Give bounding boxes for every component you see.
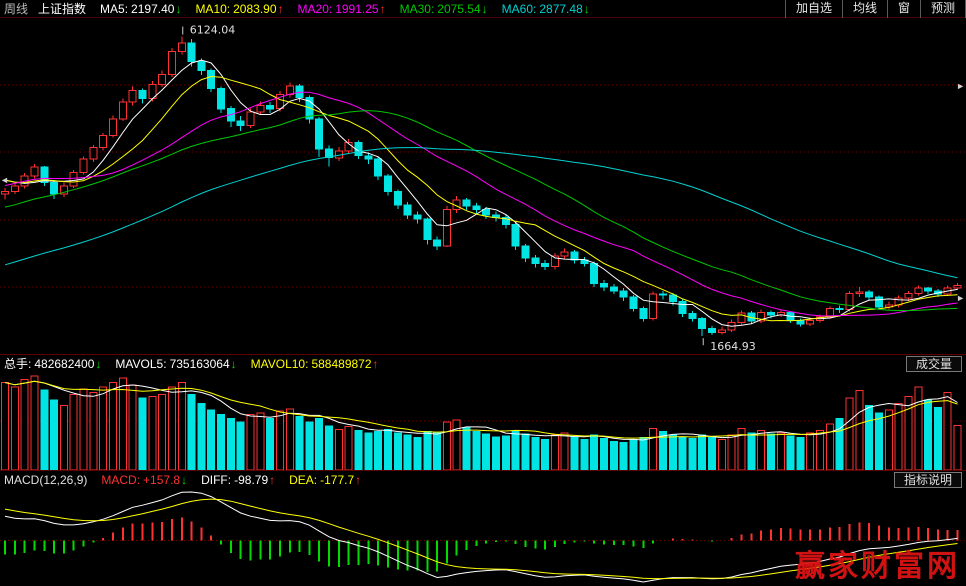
- volume-readout-2: MAVOL10: 588489872↑: [250, 357, 379, 371]
- ma-readout-3: MA30: 2075.54↓: [399, 1, 488, 16]
- add-to-watchlist-button[interactable]: 加自选: [784, 0, 842, 18]
- scroll-right-arrow-upper[interactable]: ►: [956, 81, 965, 91]
- macd-title: MACD(12,26,9): [4, 472, 88, 487]
- ma-readout-4: MA60: 2877.48↓: [501, 1, 590, 16]
- scroll-left-arrow[interactable]: ◄: [0, 175, 9, 185]
- period-label[interactable]: 周线: [4, 2, 29, 16]
- macd-chart[interactable]: [0, 488, 966, 586]
- main-price-chart[interactable]: 6124.04 1664.93: [0, 18, 966, 354]
- peak-annotation: 6124.04: [190, 24, 236, 37]
- macd-readouts: MACD: +157.8↓ DIFF: -98.79↑ DEA: -177.7↑: [101, 473, 375, 487]
- window-button[interactable]: 窗: [886, 0, 920, 18]
- volume-panel-label[interactable]: 成交量: [905, 355, 962, 372]
- ma-readout-0: MA5: 2197.40↓: [100, 1, 182, 16]
- trough-annotation: 1664.93: [710, 340, 756, 353]
- trend-arrow-down: ↓: [481, 1, 488, 16]
- macd-readout-0: MACD: +157.8↓: [101, 472, 188, 487]
- indicator-help-button[interactable]: 指标说明: [893, 471, 962, 488]
- volume-readout-0: 总手: 482682400↓: [4, 357, 102, 371]
- macd-readout-2: DEA: -177.7↑: [289, 472, 362, 487]
- trend-arrow-down: ↓: [181, 472, 188, 487]
- volume-panel-header: 总手: 482682400↓ MAVOL5: 735163064↓ MAVOL10: 58…: [0, 354, 966, 372]
- trend-arrow-down: ↓: [175, 1, 182, 16]
- trend-arrow-down: ↓: [583, 1, 590, 16]
- symbol-name: 上证指数: [38, 2, 87, 16]
- site-watermark: 赢家财富网: [795, 549, 960, 584]
- ma-lines-button[interactable]: 均线: [841, 0, 887, 18]
- ma-readouts: MA5: 2197.40↓ MA10: 2083.90↑ MA20: 1991.25↑ MA…: [100, 2, 604, 16]
- trend-arrow-up: ↑: [379, 1, 386, 16]
- toolbar-buttons: 加自选 均线窗预测: [784, 0, 966, 18]
- ma-readout-1: MA10: 2083.90↑: [195, 1, 284, 16]
- macd-panel-header: MACD(12,26,9) MACD: +157.8↓ DIFF: -98.79↑ DE…: [0, 470, 966, 488]
- trend-arrow-up: ↑: [277, 1, 284, 16]
- trend-arrow-down: ↓: [95, 357, 102, 371]
- trend-arrow-up: ↑: [269, 472, 276, 487]
- volume-chart[interactable]: [0, 372, 966, 470]
- top-toolbar: 周线 上证指数 MA5: 2197.40↓ MA10: 2083.90↑ MA20: 19…: [0, 0, 966, 18]
- scroll-right-arrow-lower[interactable]: ►: [956, 293, 965, 303]
- volume-readout-1: MAVOL5: 735163064↓: [115, 357, 237, 371]
- trend-arrow-up: ↑: [355, 472, 362, 487]
- trend-arrow-down: ↓: [230, 357, 237, 371]
- trend-arrow-up: ↑: [372, 357, 379, 371]
- volume-readouts: 总手: 482682400↓ MAVOL5: 735163064↓ MAVOL10: 58…: [4, 355, 393, 372]
- ma-readout-2: MA20: 1991.25↑: [297, 1, 386, 16]
- macd-readout-1: DIFF: -98.79↑: [201, 472, 276, 487]
- forecast-button[interactable]: 预测: [919, 0, 966, 18]
